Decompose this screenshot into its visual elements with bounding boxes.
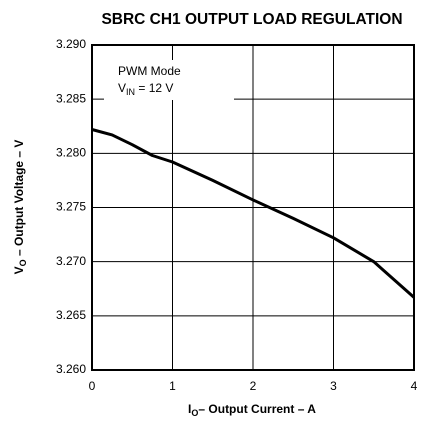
x-axis-label: IO– Output Current – A	[188, 402, 316, 418]
y-tick-label: 3.285	[56, 91, 86, 105]
y-tick-label: 3.280	[56, 146, 86, 160]
x-tick-label: 4	[411, 379, 418, 393]
x-tick-label: 1	[169, 379, 176, 393]
annotation-part: = 12 V	[135, 81, 173, 95]
x-tick-label: 0	[89, 379, 96, 393]
y-tick-label: 3.270	[56, 254, 86, 268]
annotation-part: V	[118, 81, 126, 95]
y-axis-label: VO – Output Voltage – V	[12, 140, 28, 275]
x-label-rest: – Output Current – A	[198, 402, 316, 416]
y-label-sub: O	[18, 259, 28, 266]
annotation-box	[104, 60, 234, 100]
x-tick-label: 2	[250, 379, 257, 393]
y-tick-label: 3.260	[56, 362, 86, 376]
data-line	[91, 128, 415, 299]
annotation-text: VIN = 12 V	[118, 81, 173, 97]
chart-title: SBRC CH1 OUTPUT LOAD REGULATION	[101, 11, 402, 28]
y-label-main: V	[12, 266, 26, 274]
x-tick-label: 3	[330, 379, 337, 393]
y-label-rest: – Output Voltage – V	[12, 140, 26, 260]
annotation-text: PWM Mode	[118, 64, 181, 78]
x-label-sub: O	[191, 408, 198, 418]
y-tick-label: 3.275	[56, 200, 86, 214]
x-label-main: I	[188, 402, 191, 416]
y-tick-label: 3.265	[56, 308, 86, 322]
annotation-part: IN	[126, 87, 135, 97]
plot-frame	[91, 44, 415, 371]
y-tick-label: 3.290	[56, 37, 86, 51]
